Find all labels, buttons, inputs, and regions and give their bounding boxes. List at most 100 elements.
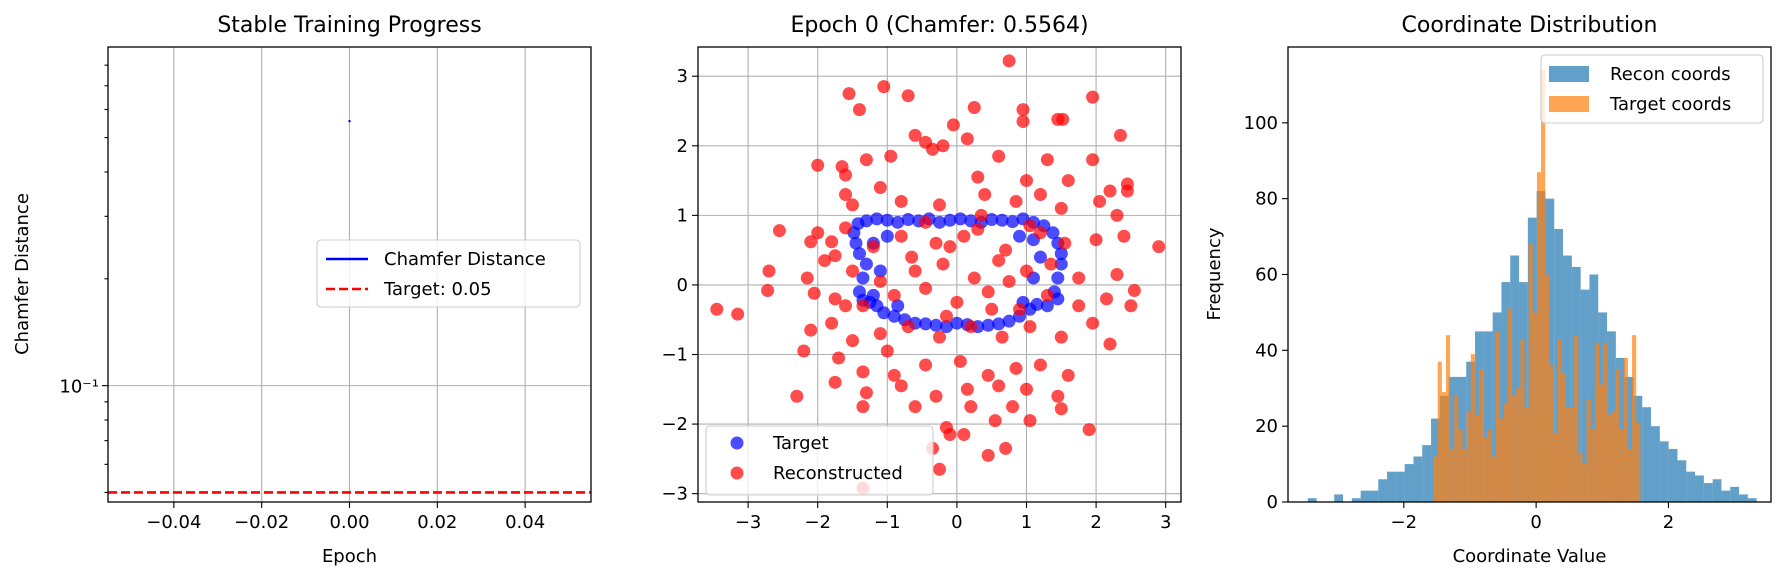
target-point bbox=[852, 247, 866, 261]
reconstructed-point bbox=[978, 187, 992, 201]
reconstructed-point bbox=[950, 295, 964, 309]
target-point bbox=[1033, 250, 1047, 264]
reconstructed-point bbox=[1152, 240, 1166, 254]
reconstructed-point bbox=[1040, 288, 1054, 302]
target-bar bbox=[1524, 407, 1529, 502]
scatter-panel: −3 −2 −1 0 1 2 3 −3 −2 −1 0 1 2 3 Epoch 0 (Chamfer: 0… bbox=[661, 13, 1182, 533]
target-bar bbox=[1466, 411, 1471, 502]
reconstructed-point bbox=[901, 320, 915, 334]
ticks: −0.04 −0.02 0.00 0.02 0.04 10⁻¹ bbox=[59, 64, 545, 533]
reconstructed-point bbox=[1082, 423, 1096, 437]
reconstructed-point bbox=[908, 128, 922, 142]
recon-bar bbox=[1624, 376, 1634, 502]
reconstructed-point bbox=[992, 254, 1006, 268]
target-bar bbox=[1607, 414, 1612, 502]
recon-bar bbox=[1739, 494, 1748, 502]
target-bar bbox=[1590, 429, 1595, 502]
legend-box bbox=[316, 239, 581, 308]
reconstructed-point bbox=[1023, 320, 1037, 334]
reconstructed-point bbox=[877, 80, 891, 94]
recon-bar bbox=[1378, 479, 1388, 502]
target-point bbox=[870, 212, 884, 226]
x-tick-label: −1 bbox=[874, 512, 901, 533]
target-bar bbox=[1450, 448, 1455, 502]
reconstructed-point bbox=[919, 281, 933, 295]
reconstructed-point bbox=[985, 302, 999, 316]
target-bar bbox=[1528, 244, 1533, 502]
reconstructed-point bbox=[839, 168, 853, 182]
recon-bar bbox=[1730, 486, 1740, 502]
reconstructed-point bbox=[964, 400, 978, 414]
legend-box bbox=[705, 425, 934, 496]
reconstructed-point bbox=[1019, 382, 1033, 396]
recon-bar bbox=[1351, 498, 1361, 502]
reconstructed-point bbox=[960, 382, 974, 396]
reconstructed-point bbox=[1093, 194, 1107, 208]
reconstructed-point bbox=[1013, 302, 1027, 316]
target-bar bbox=[1615, 369, 1620, 502]
target-point bbox=[880, 213, 894, 227]
legend: Chamfer Distance Target: 0.05 bbox=[316, 239, 581, 308]
reconstructed-point bbox=[939, 309, 953, 323]
reconstructed-point bbox=[936, 257, 950, 271]
reconstructed-point bbox=[772, 224, 786, 238]
reconstructed-point bbox=[933, 462, 946, 476]
reconstructed-point bbox=[933, 198, 946, 212]
y-tick-label: 0 bbox=[677, 275, 688, 296]
reconstructed-point bbox=[800, 271, 814, 285]
reconstructed-point bbox=[971, 222, 985, 236]
training-progress-panel: −0.04 −0.02 0.00 0.02 0.04 10⁻¹ Stable Traini… bbox=[12, 13, 592, 567]
target-bar bbox=[1479, 369, 1484, 502]
reconstructed-point bbox=[929, 236, 943, 250]
y-tick-label: 2 bbox=[677, 136, 688, 157]
recon-bar bbox=[1369, 490, 1379, 502]
target-point bbox=[849, 236, 863, 250]
reconstructed-point bbox=[1117, 229, 1131, 243]
reconstructed-point bbox=[901, 89, 915, 103]
x-tick-label: 0 bbox=[1530, 512, 1541, 533]
reconstructed-point bbox=[946, 118, 960, 132]
reconstructed-point bbox=[1054, 402, 1068, 416]
reconstructed-point bbox=[859, 386, 873, 400]
reconstructed-point bbox=[957, 229, 971, 243]
x-tick-label: −3 bbox=[735, 512, 762, 533]
reconstructed-point bbox=[894, 379, 908, 393]
reconstructed-point bbox=[839, 299, 853, 313]
reconstructed-point bbox=[807, 286, 821, 300]
recon-bar bbox=[1483, 331, 1493, 502]
recon-bar bbox=[1668, 448, 1678, 502]
y-tick-label: 10⁻¹ bbox=[59, 377, 99, 398]
target-point bbox=[1002, 314, 1016, 328]
legend-marker-target bbox=[730, 436, 744, 450]
target-bar bbox=[1623, 357, 1628, 502]
plot-area bbox=[1307, 69, 1757, 503]
reconstructed-point bbox=[905, 250, 919, 264]
reconstructed-point bbox=[1054, 330, 1068, 344]
target-bar bbox=[1627, 448, 1633, 502]
reconstructed-point bbox=[964, 320, 978, 334]
y-tick-label: 20 bbox=[1255, 416, 1278, 437]
y-tick-label: 100 bbox=[1244, 113, 1278, 134]
reconstructed-point bbox=[1072, 271, 1086, 285]
legend-marker-reconstructed bbox=[730, 466, 744, 480]
reconstructed-point bbox=[1086, 316, 1100, 330]
reconstructed-point bbox=[884, 149, 898, 163]
target-point bbox=[1051, 292, 1065, 306]
reconstructed-point bbox=[1051, 389, 1065, 403]
target-bar bbox=[1565, 407, 1571, 502]
reconstructed-point bbox=[981, 368, 995, 382]
target-point bbox=[859, 214, 873, 228]
target-point bbox=[880, 229, 894, 243]
recon-bar bbox=[1510, 255, 1520, 502]
target-bar bbox=[1586, 399, 1591, 502]
recon-bar bbox=[1307, 498, 1317, 502]
reconstructed-point bbox=[804, 323, 818, 337]
recon-bar bbox=[1686, 471, 1696, 502]
reconstructed-point bbox=[1110, 268, 1124, 281]
recon-bar bbox=[1712, 479, 1722, 502]
reconstructed-point bbox=[731, 307, 745, 321]
recon-bar bbox=[1615, 357, 1625, 502]
target-point bbox=[919, 317, 933, 331]
reconstructed-point bbox=[995, 330, 1009, 344]
